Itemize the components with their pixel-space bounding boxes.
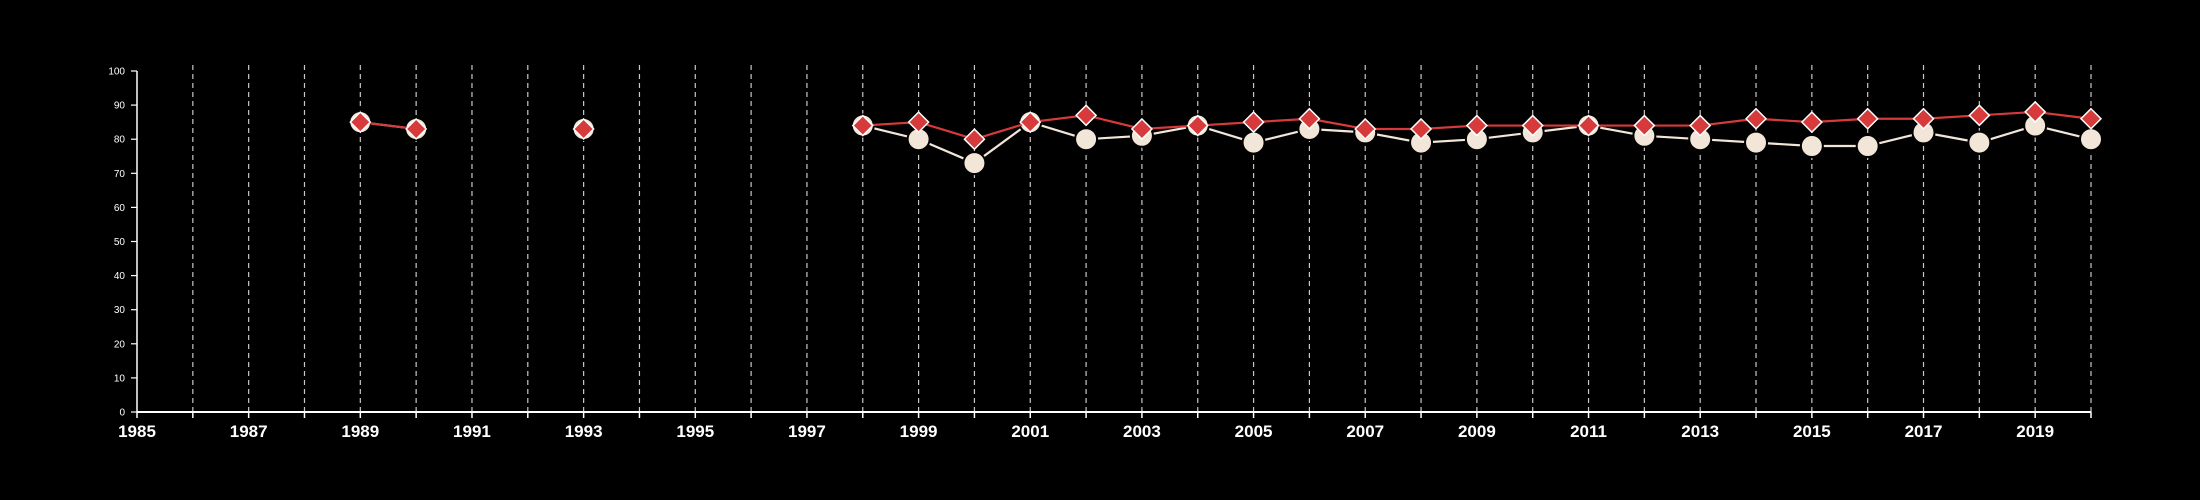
series-1-point <box>1967 130 1992 155</box>
x-tick-label: 1991 <box>453 422 491 441</box>
series-2-point <box>1298 107 1321 130</box>
series-2-point <box>1968 104 1991 127</box>
series-2-point <box>2024 100 2047 123</box>
y-tick-label: 0 <box>119 408 125 419</box>
x-tick-label: 1993 <box>565 422 603 441</box>
series-2-point <box>1242 111 1265 134</box>
x-tick-label: 1985 <box>118 422 156 441</box>
x-tick-label: 1999 <box>900 422 938 441</box>
x-tick-label: 2003 <box>1123 422 1161 441</box>
x-tick-label: 2009 <box>1458 422 1496 441</box>
x-tick-label: 1995 <box>676 422 714 441</box>
x-tick-label: 2013 <box>1681 422 1719 441</box>
y-tick-label: 20 <box>114 339 126 350</box>
series-1-point <box>962 151 987 176</box>
y-tick-label: 50 <box>114 237 126 248</box>
x-tick-label: 2015 <box>1793 422 1831 441</box>
series-1-point <box>1074 127 1099 152</box>
x-tick-label: 2017 <box>1905 422 1943 441</box>
series-1-point <box>2079 127 2103 152</box>
grid-lines <box>192 61 2092 412</box>
x-tick-label: 2001 <box>1011 422 1049 441</box>
series-1-point <box>1744 130 1769 155</box>
x-tick-label: 2011 <box>1570 422 1607 441</box>
series-2-point <box>1912 107 1935 130</box>
series-2-point <box>1075 104 1098 127</box>
y-tick-label: 70 <box>114 169 126 180</box>
series-2-point <box>907 111 930 134</box>
x-tick-label: 2019 <box>2016 422 2054 441</box>
series-1-point <box>1241 130 1266 155</box>
series-2-point <box>405 117 428 141</box>
series-2-point <box>1689 114 1712 137</box>
y-tick-label: 80 <box>114 135 126 146</box>
y-tick-label: 10 <box>114 373 126 384</box>
axes: 0 10 20 30 40 50 60 70 80 90 100 1985 1987 1989 1991 19… <box>108 67 2092 441</box>
series-2-point <box>1354 117 1377 141</box>
series-1-point <box>1799 134 1824 159</box>
series-2-point <box>1465 114 1488 137</box>
series-2-point <box>1186 114 1209 137</box>
x-tick-label: 1997 <box>788 422 826 441</box>
y-tick-label: 30 <box>114 305 126 316</box>
series-2-point <box>963 128 986 151</box>
series-2-point <box>1744 107 1768 130</box>
y-tick-label: 60 <box>114 203 126 214</box>
series-2-point <box>1856 107 1879 130</box>
series-2-point <box>1019 111 1042 134</box>
y-tick-label: 90 <box>114 101 126 112</box>
series-2-point <box>572 117 595 141</box>
series-group <box>348 100 2103 176</box>
x-tick-label: 2005 <box>1235 422 1273 441</box>
series-1-point <box>1855 134 1880 159</box>
y-tick-label: 100 <box>108 67 125 78</box>
series-2-point <box>1130 117 1153 141</box>
series-2-point <box>1800 111 1823 134</box>
series-2-point <box>1577 114 1600 137</box>
x-tick-label: 2007 <box>1346 422 1384 441</box>
series-2-point <box>1521 114 1544 137</box>
series-2-point <box>1409 117 1433 141</box>
x-tick-label: 1987 <box>230 422 268 441</box>
series-2-point <box>851 114 874 137</box>
y-tick-label: 40 <box>114 271 126 282</box>
series-2-point <box>349 111 372 134</box>
series-2-point <box>2079 107 2103 130</box>
x-tick-label: 1989 <box>341 422 379 441</box>
series-2 <box>349 100 2103 151</box>
series-2-point <box>1633 114 1656 137</box>
